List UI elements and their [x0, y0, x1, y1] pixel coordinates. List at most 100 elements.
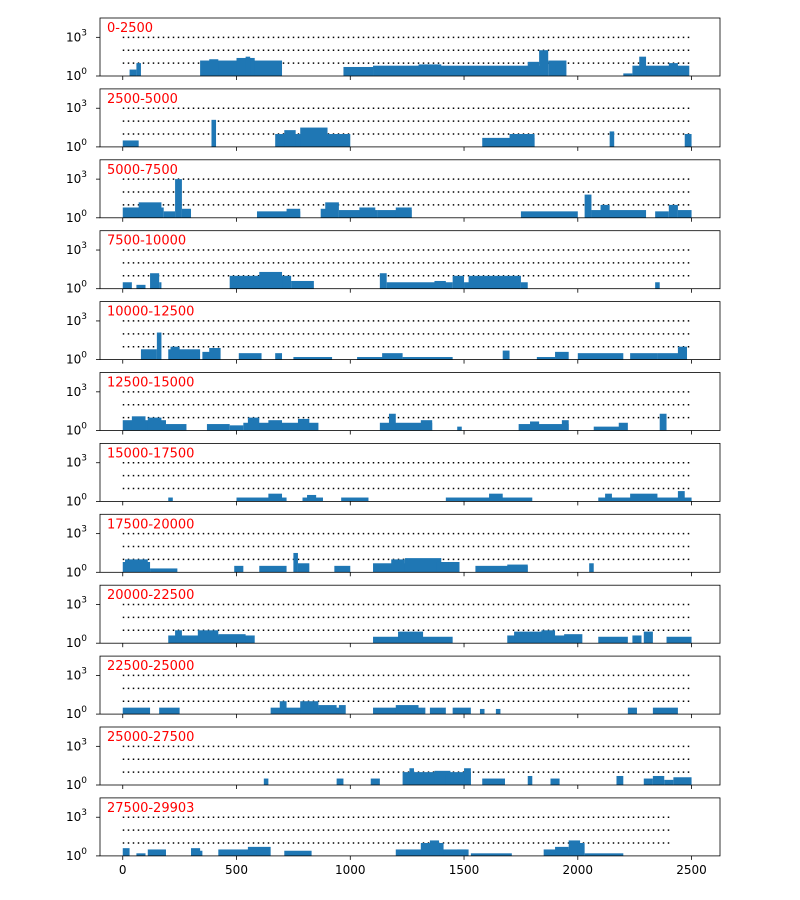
panel-background: [100, 230, 720, 289]
coverage-bar: [464, 768, 471, 785]
coverage-bar: [181, 208, 192, 218]
coverage-bar: [297, 563, 310, 573]
y-tick-base: 10: [66, 707, 81, 721]
y-tick-base: 10: [66, 211, 81, 225]
y-tick-label: 100: [66, 138, 87, 154]
coverage-bar: [659, 413, 667, 431]
coverage-bar: [256, 846, 271, 856]
panel-frame: [99, 88, 721, 148]
coverage-bar: [159, 282, 162, 289]
coverage-bar: [131, 416, 146, 431]
coverage-bar: [482, 778, 505, 785]
y-tick-label: 103: [66, 28, 87, 44]
y-tick-label: 103: [66, 383, 87, 399]
y-tick-exponent: 3: [81, 383, 87, 393]
coverage-bar: [555, 846, 569, 856]
y-tick-label: 100: [66, 776, 87, 792]
coverage-bar: [122, 707, 151, 715]
coverage-bar: [284, 130, 296, 147]
coverage-bar: [627, 707, 637, 715]
x-axis: 0 500 1000 1500 2000 2500: [119, 863, 707, 877]
coverage-bar: [630, 493, 658, 502]
y-tick-exponent: 0: [81, 280, 87, 290]
coverage-bar: [507, 564, 528, 573]
panels-group: 0-25001001032500-50001001035000-75001001…: [66, 17, 721, 863]
coverage-bar: [341, 497, 369, 502]
coverage-bar: [395, 207, 412, 218]
y-tick-base: 10: [66, 598, 81, 612]
y-tick-label: 100: [66, 67, 87, 83]
panel-range-label: 25000-27500: [107, 730, 194, 745]
coverage-bar: [391, 559, 405, 573]
coverage-bar: [457, 66, 487, 76]
coverage-bar: [386, 282, 453, 289]
panel-background: [100, 797, 720, 856]
y-tick-exponent: 3: [81, 596, 87, 606]
coverage-bar: [209, 348, 221, 360]
coverage-bar: [452, 707, 471, 715]
coverage-bar: [429, 840, 440, 856]
panel-range-label: 17500-20000: [107, 517, 194, 532]
panel-range-label: 10000-12500: [107, 305, 194, 320]
panel-range-label: 5000-7500: [107, 163, 178, 178]
coverage-bar: [577, 843, 585, 856]
coverage-bar: [175, 179, 182, 218]
y-tick-base: 10: [66, 140, 81, 154]
y-tick-exponent: 0: [81, 634, 87, 644]
panel-range-label: 0-2500: [107, 21, 153, 36]
x-tick-label: 500: [225, 863, 248, 877]
panel-frame: [99, 584, 721, 644]
x-tick-label: 2000: [563, 863, 594, 877]
coverage-bar: [197, 630, 219, 644]
coverage-bar: [229, 425, 244, 431]
coverage-bar: [445, 774, 451, 785]
panel-frame: [99, 17, 721, 77]
coverage-bar: [291, 280, 314, 289]
coverage-bar: [555, 65, 565, 76]
y-tick-exponent: 0: [81, 563, 87, 573]
coverage-bar: [452, 275, 465, 289]
y-tick-base: 10: [66, 810, 81, 824]
coverage-bar: [643, 631, 653, 644]
coverage-bar: [379, 422, 433, 431]
coverage-bar: [655, 282, 660, 289]
y-tick-base: 10: [66, 565, 81, 579]
coverage-bar: [489, 493, 503, 502]
coverage-bar: [420, 420, 433, 431]
y-tick-base: 10: [66, 282, 81, 296]
coverage-bar: [568, 840, 581, 856]
coverage-bar: [218, 634, 246, 644]
y-tick-label: 100: [66, 422, 87, 438]
y-tick-base: 10: [66, 668, 81, 682]
coverage-bar: [168, 497, 173, 502]
x-tick-label: 1000: [335, 863, 366, 877]
y-tick-base: 10: [66, 456, 81, 470]
coverage-bar: [668, 63, 678, 76]
coverage-bar: [382, 353, 403, 360]
coverage-bar: [536, 357, 556, 360]
y-tick-exponent: 3: [81, 454, 87, 464]
coverage-bar: [457, 426, 462, 431]
coverage-bar: [218, 849, 262, 856]
coverage-bar: [470, 853, 512, 856]
panel-range-label: 7500-10000: [107, 234, 186, 249]
y-tick-exponent: 3: [81, 241, 87, 251]
coverage-bar: [168, 349, 201, 360]
coverage-bar: [336, 778, 344, 785]
x-tick-label: 0: [119, 863, 127, 877]
coverage-bar: [318, 705, 337, 715]
coverage-bar: [297, 418, 310, 431]
y-tick-base: 10: [66, 385, 81, 399]
y-tick-exponent: 0: [81, 351, 87, 361]
panel-range-label: 27500-29903: [107, 801, 194, 816]
y-tick-base: 10: [66, 527, 81, 541]
coverage-bar: [175, 630, 182, 644]
panel-frame: [99, 301, 721, 361]
coverage-bar: [122, 848, 130, 856]
coverage-bar: [564, 634, 583, 644]
coverage-bar: [664, 779, 674, 785]
panel-range-label: 20000-22500: [107, 588, 194, 603]
coverage-bar: [630, 353, 658, 360]
